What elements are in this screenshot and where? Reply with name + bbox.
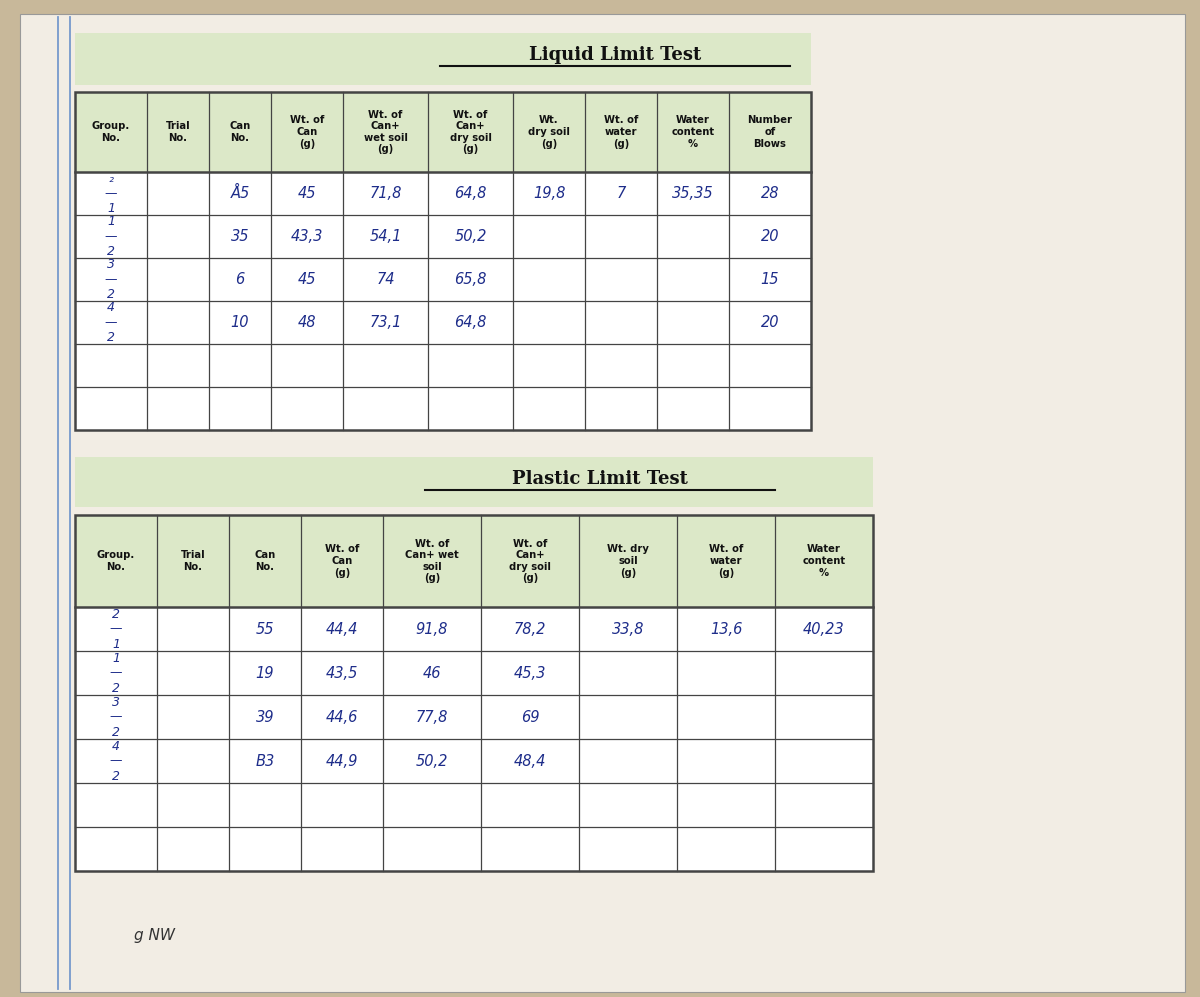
FancyBboxPatch shape bbox=[74, 695, 874, 739]
Text: 65,8: 65,8 bbox=[455, 272, 487, 287]
Text: Trial
No.: Trial No. bbox=[166, 122, 191, 143]
FancyBboxPatch shape bbox=[74, 783, 874, 827]
Text: 48: 48 bbox=[298, 315, 317, 330]
Text: 46: 46 bbox=[422, 666, 442, 681]
Text: 43,5: 43,5 bbox=[326, 666, 358, 681]
Text: 19,8: 19,8 bbox=[533, 186, 565, 201]
Text: Wt. of
Can+
dry soil
(g): Wt. of Can+ dry soil (g) bbox=[450, 110, 492, 155]
Text: 54,1: 54,1 bbox=[370, 229, 402, 244]
Text: 44,4: 44,4 bbox=[326, 621, 358, 636]
Text: 44,6: 44,6 bbox=[326, 710, 358, 725]
Text: Water
content
%: Water content % bbox=[672, 116, 714, 149]
FancyBboxPatch shape bbox=[74, 301, 811, 344]
Text: 73,1: 73,1 bbox=[370, 315, 402, 330]
Text: 43,3: 43,3 bbox=[290, 229, 323, 244]
Text: 50,2: 50,2 bbox=[455, 229, 487, 244]
Text: Å5: Å5 bbox=[230, 186, 250, 201]
Text: 3
—
2: 3 — 2 bbox=[104, 258, 118, 301]
Text: Plastic Limit Test: Plastic Limit Test bbox=[512, 470, 688, 488]
FancyBboxPatch shape bbox=[74, 515, 874, 607]
FancyBboxPatch shape bbox=[74, 457, 874, 507]
Text: Can
No.: Can No. bbox=[229, 122, 251, 143]
Text: 45: 45 bbox=[298, 272, 317, 287]
Text: 15: 15 bbox=[761, 272, 779, 287]
FancyBboxPatch shape bbox=[74, 172, 811, 215]
Text: 91,8: 91,8 bbox=[416, 621, 448, 636]
Text: Number
of
Blows: Number of Blows bbox=[748, 116, 792, 149]
Text: 77,8: 77,8 bbox=[416, 710, 448, 725]
Text: 45: 45 bbox=[298, 186, 317, 201]
Text: 3
—
2: 3 — 2 bbox=[109, 696, 122, 739]
Text: 10: 10 bbox=[230, 315, 250, 330]
Text: Wt. of
Can+
wet soil
(g): Wt. of Can+ wet soil (g) bbox=[364, 110, 408, 155]
Text: 20: 20 bbox=[761, 229, 779, 244]
Text: 71,8: 71,8 bbox=[370, 186, 402, 201]
Text: 4
—
2: 4 — 2 bbox=[104, 301, 118, 344]
Text: 48,4: 48,4 bbox=[514, 754, 546, 769]
Text: 64,8: 64,8 bbox=[455, 315, 487, 330]
Text: Wt. of
Can+
dry soil
(g): Wt. of Can+ dry soil (g) bbox=[509, 538, 551, 583]
Text: Group.
No.: Group. No. bbox=[97, 550, 136, 572]
Text: g NW: g NW bbox=[134, 927, 175, 942]
Text: Wt. of
water
(g): Wt. of water (g) bbox=[604, 116, 638, 149]
Text: 74: 74 bbox=[377, 272, 395, 287]
Text: 55: 55 bbox=[256, 621, 275, 636]
Text: 6: 6 bbox=[235, 272, 245, 287]
FancyBboxPatch shape bbox=[74, 607, 874, 651]
Text: B3: B3 bbox=[256, 754, 275, 769]
FancyBboxPatch shape bbox=[74, 827, 874, 871]
Text: 19: 19 bbox=[256, 666, 275, 681]
Text: Wt. of
water
(g): Wt. of water (g) bbox=[709, 544, 743, 577]
Text: 2
—
1: 2 — 1 bbox=[109, 607, 122, 650]
Text: Wt. of
Can
(g): Wt. of Can (g) bbox=[290, 116, 324, 149]
Text: 35,35: 35,35 bbox=[672, 186, 714, 201]
FancyBboxPatch shape bbox=[74, 387, 811, 430]
Text: 13,6: 13,6 bbox=[710, 621, 742, 636]
FancyBboxPatch shape bbox=[74, 33, 811, 85]
Text: 33,8: 33,8 bbox=[612, 621, 644, 636]
FancyBboxPatch shape bbox=[20, 14, 1186, 992]
Text: 7: 7 bbox=[617, 186, 625, 201]
FancyBboxPatch shape bbox=[74, 344, 811, 387]
FancyBboxPatch shape bbox=[74, 92, 811, 172]
Text: Wt.
dry soil
(g): Wt. dry soil (g) bbox=[528, 116, 570, 149]
Text: Wt. dry
soil
(g): Wt. dry soil (g) bbox=[607, 544, 649, 577]
Text: 35: 35 bbox=[230, 229, 250, 244]
Text: 20: 20 bbox=[761, 315, 779, 330]
Text: 69: 69 bbox=[521, 710, 539, 725]
Text: 64,8: 64,8 bbox=[455, 186, 487, 201]
Text: Group.
No.: Group. No. bbox=[92, 122, 130, 143]
Text: 39: 39 bbox=[256, 710, 275, 725]
Text: ₂
—
1: ₂ — 1 bbox=[104, 172, 118, 215]
Text: 78,2: 78,2 bbox=[514, 621, 546, 636]
Text: 1
—
2: 1 — 2 bbox=[104, 215, 118, 258]
Text: 45,3: 45,3 bbox=[514, 666, 546, 681]
Text: 44,9: 44,9 bbox=[326, 754, 358, 769]
Text: Wt. of
Can
(g): Wt. of Can (g) bbox=[325, 544, 359, 577]
FancyBboxPatch shape bbox=[74, 739, 874, 783]
Text: 4
—
2: 4 — 2 bbox=[109, 740, 122, 783]
FancyBboxPatch shape bbox=[74, 258, 811, 301]
Text: Liquid Limit Test: Liquid Limit Test bbox=[529, 46, 701, 64]
Text: Wt. of
Can+ wet
soil
(g): Wt. of Can+ wet soil (g) bbox=[406, 538, 458, 583]
Text: Trial
No.: Trial No. bbox=[181, 550, 205, 572]
Text: 50,2: 50,2 bbox=[416, 754, 448, 769]
FancyBboxPatch shape bbox=[74, 651, 874, 695]
Text: 28: 28 bbox=[761, 186, 779, 201]
Text: Can
No.: Can No. bbox=[254, 550, 276, 572]
FancyBboxPatch shape bbox=[74, 215, 811, 258]
Text: 40,23: 40,23 bbox=[803, 621, 845, 636]
Text: Water
content
%: Water content % bbox=[803, 544, 846, 577]
Text: 1
—
2: 1 — 2 bbox=[109, 651, 122, 695]
